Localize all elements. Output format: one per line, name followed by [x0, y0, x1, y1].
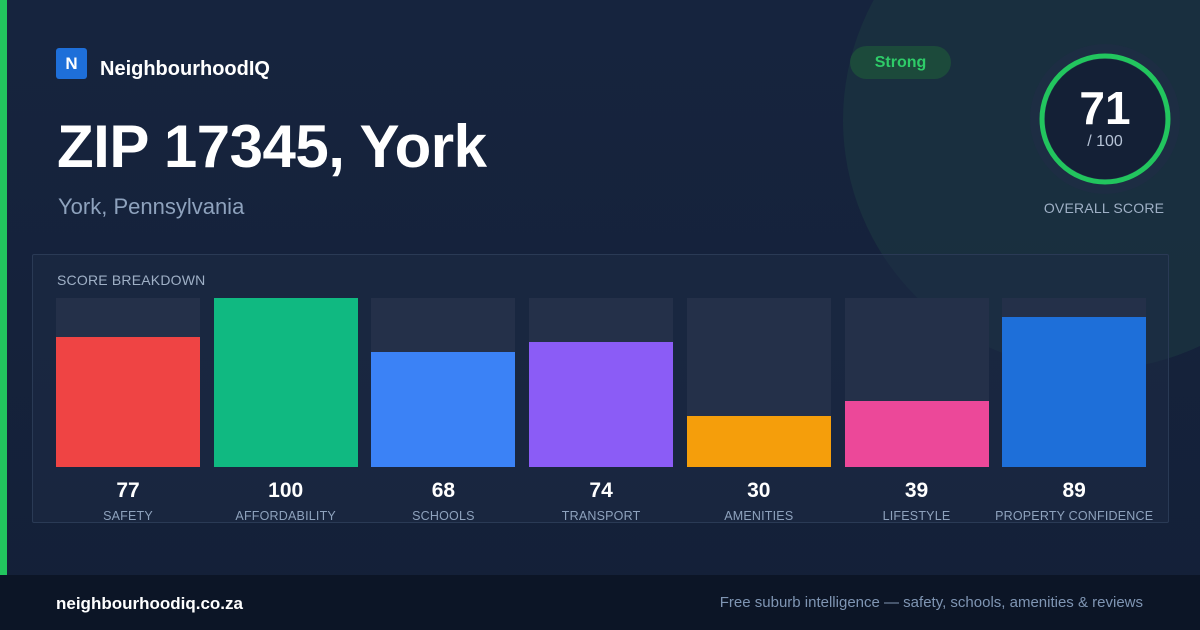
- bar-category-label: TRANSPORT: [561, 509, 641, 523]
- footer-tagline: Free suburb intelligence — safety, schoo…: [719, 594, 1143, 611]
- bar-value-label: 39: [904, 479, 929, 502]
- bar-value-label: 30: [747, 479, 771, 502]
- bar-value-label: 89: [1062, 479, 1086, 502]
- bar-value-label: 77: [116, 479, 140, 502]
- bar-fill: [1002, 316, 1147, 467]
- bar-track: [844, 298, 989, 467]
- score-bar-chart: 77 SAFETY 100 AFFORDABILITY 68 SCHOOLS 74 TRANS…: [56, 298, 1153, 523]
- bar-column-affordability: 100 AFFORDABILITY: [213, 298, 358, 523]
- bar-fill: [213, 298, 358, 467]
- bar-fill: [686, 416, 831, 467]
- bar-category-label: SCHOOLS: [412, 509, 475, 523]
- page-title: ZIP 17345, York: [57, 113, 487, 180]
- bar-column-lifestyle: 39 LIFESTYLE: [844, 298, 989, 523]
- bar-column-amenities: 30 AMENITIES: [686, 298, 831, 523]
- bar-value-label: 100: [268, 479, 304, 502]
- bar-fill: [56, 336, 200, 467]
- gauge-inner-disc: [1045, 59, 1165, 179]
- bar-category-label: AMENITIES: [724, 509, 794, 523]
- bar-category-label: SAFETY: [103, 509, 153, 523]
- bar-category-label: LIFESTYLE: [882, 509, 951, 523]
- footer: neighbourhoodiq.co.za Free suburb intell…: [0, 575, 1200, 630]
- overall-score-label: OVERALL SCORE: [1043, 200, 1165, 216]
- score-breakdown-panel: SCORE BREAKDOWN 77 SAFETY 100 AFFORDABILITY…: [32, 254, 1169, 523]
- bar-track: [56, 298, 200, 467]
- bar-track: [529, 298, 674, 467]
- bar-column-transport: 74 TRANSPORT: [529, 298, 674, 523]
- bar-track: [1002, 298, 1147, 467]
- overall-score-gauge: 71 / 100: [1029, 43, 1181, 195]
- brand-name: NeighbourhoodIQ: [100, 58, 270, 80]
- bar-fill: [529, 341, 674, 467]
- bar-track: [371, 298, 516, 467]
- bar-column-safety: 77 SAFETY: [56, 298, 200, 523]
- bar-category-label: PROPERTY CONFIDENCE: [995, 509, 1154, 523]
- footer-domain: neighbourhoodiq.co.za: [56, 594, 243, 613]
- breakdown-title: SCORE BREAKDOWN: [57, 272, 206, 288]
- accent-strip: [0, 0, 7, 575]
- gauge-ring: [1039, 53, 1171, 185]
- bar-category-label: AFFORDABILITY: [235, 509, 336, 523]
- bar-fill: [844, 401, 989, 467]
- bar-column-property-confidence: 89 PROPERTY CONFIDENCE: [995, 298, 1153, 523]
- bar-column-schools: 68 SCHOOLS: [371, 298, 516, 523]
- page-subtitle: York, Pennsylvania: [58, 194, 245, 219]
- status-badge: Strong: [850, 46, 951, 79]
- bar-value-label: 68: [431, 479, 456, 502]
- bar-fill: [371, 352, 516, 467]
- brand-logo-icon: N: [56, 48, 87, 79]
- brand: N NeighbourhoodIQ: [56, 46, 270, 81]
- bar-value-label: 74: [589, 479, 613, 502]
- overall-score-max: / 100: [1087, 133, 1123, 150]
- bar-track: [686, 298, 831, 467]
- bar-track: [213, 298, 358, 467]
- overall-score-value: 71: [1079, 82, 1131, 134]
- gauge-ring-icon: [1030, 44, 1180, 194]
